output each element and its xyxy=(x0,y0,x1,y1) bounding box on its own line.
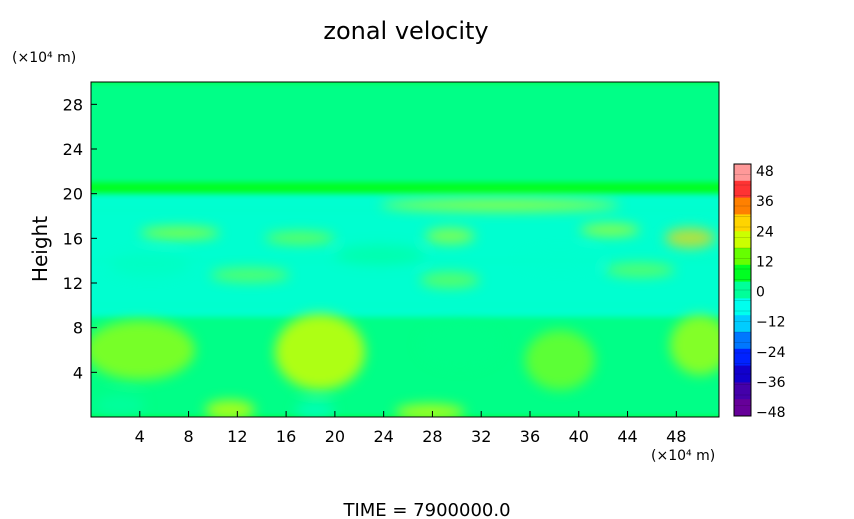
x-tick-label: 16 xyxy=(276,427,296,446)
colorbar-label: −48 xyxy=(756,405,786,421)
field-blobs xyxy=(91,199,719,417)
y-tick-label: 12 xyxy=(63,274,83,293)
x-axis-ticks: 4 8 12 16 20 24 28 32 36 40 44 48 xyxy=(135,411,687,446)
x-tick-label: 48 xyxy=(666,427,686,446)
x-tick-label: 36 xyxy=(520,427,540,446)
field-band xyxy=(91,316,719,417)
colorbar-label: −36 xyxy=(756,375,786,391)
colorbar-swatch xyxy=(734,248,751,266)
colorbar-swatch xyxy=(734,298,751,316)
field-band xyxy=(91,82,719,183)
colorbar-label: 0 xyxy=(756,285,765,301)
plot-frame xyxy=(90,81,720,418)
colorbar-swatch xyxy=(734,365,751,383)
colorbar-label: −12 xyxy=(756,315,786,331)
y-axis-label: Height xyxy=(28,216,52,282)
x-tick-label: 12 xyxy=(227,427,247,446)
colorbar-label: 24 xyxy=(756,224,774,240)
colorbar-swatch xyxy=(734,332,751,350)
chart-title: zonal velocity xyxy=(323,17,488,45)
x-tick-label: 8 xyxy=(183,427,193,446)
colorbar-swatch xyxy=(734,348,751,367)
colorbar-label: 36 xyxy=(756,194,774,210)
x-axis-unit: (×10⁴ m) xyxy=(651,448,715,464)
colorbar-swatch xyxy=(734,382,751,400)
x-tick-label: 32 xyxy=(471,427,491,446)
colorbar-label: −24 xyxy=(756,345,786,361)
x-tick-label: 24 xyxy=(373,427,393,446)
colorbar-swatch xyxy=(734,264,751,283)
colorbar-swatch xyxy=(734,315,751,333)
x-tick-label: 20 xyxy=(325,427,345,446)
x-tick-label: 40 xyxy=(569,427,589,446)
y-axis-unit: (×10⁴ m) xyxy=(12,50,76,66)
colorbar-frame xyxy=(733,163,752,417)
colorbar-label: 12 xyxy=(756,254,774,270)
x-tick-label: 44 xyxy=(617,427,637,446)
colorbar-label: 48 xyxy=(756,164,774,180)
colorbar-swatch xyxy=(734,197,751,215)
colorbar-swatch xyxy=(734,180,751,199)
y-tick-label: 8 xyxy=(73,319,83,338)
colorbar-swatch xyxy=(734,231,751,249)
colorbar-swatch xyxy=(734,281,751,299)
y-tick-label: 20 xyxy=(63,185,83,204)
colorbar-swatch xyxy=(734,399,751,417)
y-tick-label: 28 xyxy=(63,95,83,114)
time-label: TIME = 7900000.0 xyxy=(342,500,510,519)
field-band xyxy=(91,305,719,317)
y-axis-ticks: 4 8 12 16 20 24 28 xyxy=(63,95,97,382)
y-tick-label: 4 xyxy=(73,363,83,382)
colorbar-swatch xyxy=(734,214,751,232)
y-tick-label: 16 xyxy=(63,229,83,248)
x-tick-label: 4 xyxy=(135,427,145,446)
y-tick-label: 24 xyxy=(63,140,83,159)
colorbar-labels: 48 36 24 12 0 −12 −24 −36 −48 xyxy=(756,164,786,421)
colorbar-swatch xyxy=(734,164,751,182)
x-tick-label: 28 xyxy=(422,427,442,446)
colorbar xyxy=(733,163,752,417)
heatmap-field xyxy=(91,82,719,417)
